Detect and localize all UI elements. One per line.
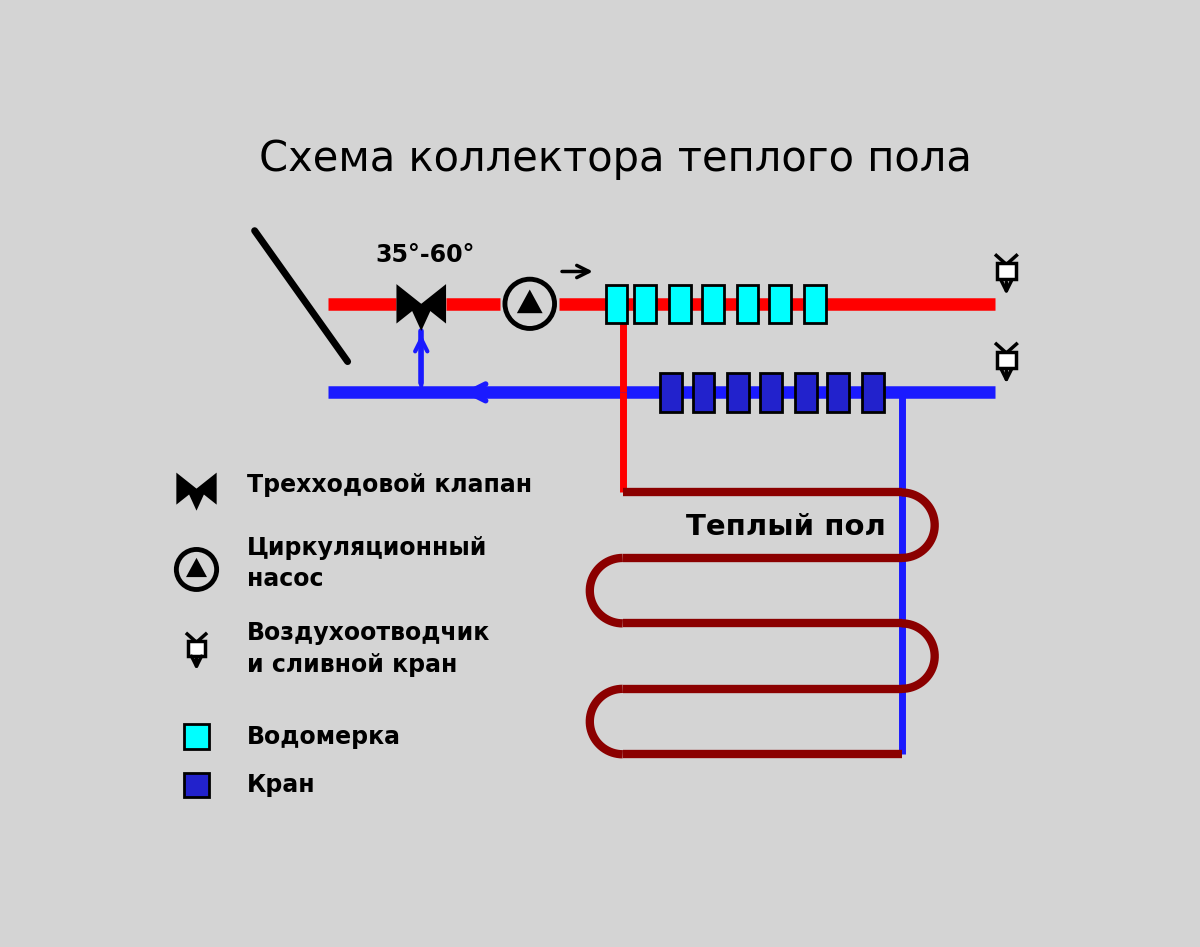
- Text: 35°-60°: 35°-60°: [376, 242, 475, 267]
- Polygon shape: [197, 473, 217, 505]
- Bar: [184, 724, 209, 749]
- Bar: [794, 373, 816, 412]
- Text: Водомерка: Водомерка: [247, 724, 401, 748]
- Text: Трехходовой клапан: Трехходовой клапан: [247, 473, 532, 497]
- Bar: [737, 285, 758, 323]
- Bar: [670, 285, 691, 323]
- Bar: [692, 373, 714, 412]
- Text: Циркуляционный
насос: Циркуляционный насос: [247, 535, 487, 591]
- Bar: [997, 263, 1016, 279]
- Bar: [187, 641, 205, 656]
- Polygon shape: [409, 304, 433, 331]
- Polygon shape: [396, 284, 421, 324]
- Bar: [827, 373, 850, 412]
- Bar: [702, 285, 724, 323]
- Polygon shape: [176, 473, 197, 505]
- Bar: [727, 373, 749, 412]
- Bar: [660, 373, 682, 412]
- Bar: [997, 352, 1016, 368]
- Bar: [184, 773, 209, 797]
- Text: Теплый пол: Теплый пол: [685, 513, 886, 541]
- Polygon shape: [517, 290, 542, 313]
- Text: Кран: Кран: [247, 773, 316, 797]
- Polygon shape: [186, 489, 206, 510]
- Polygon shape: [186, 558, 206, 577]
- Bar: [769, 285, 791, 323]
- Bar: [760, 373, 781, 412]
- Text: Схема коллектора теплого пола: Схема коллектора теплого пола: [258, 138, 972, 180]
- Text: Воздухоотводчик
и сливной кран: Воздухоотводчик и сливной кран: [247, 621, 490, 676]
- Bar: [606, 285, 628, 323]
- Polygon shape: [421, 284, 446, 324]
- Bar: [635, 285, 656, 323]
- Bar: [804, 285, 826, 323]
- Bar: [863, 373, 884, 412]
